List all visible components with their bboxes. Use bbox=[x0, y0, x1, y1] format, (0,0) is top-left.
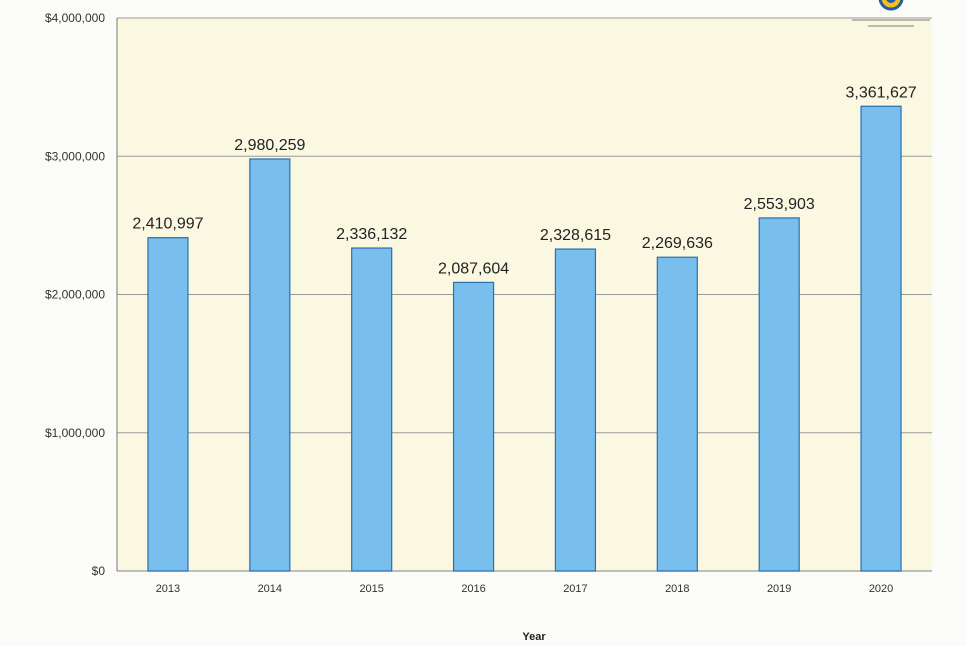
bar-2019 bbox=[758, 217, 800, 572]
data-labels: 2,410,997 2,980,259 2,336,132 2,087,604 2,32… bbox=[132, 84, 916, 277]
bar-2020 bbox=[860, 105, 902, 572]
data-label-2015: 2,336,132 bbox=[336, 226, 407, 243]
bars bbox=[147, 105, 902, 572]
bar-2018 bbox=[656, 256, 698, 572]
data-label-2016: 2,087,604 bbox=[438, 260, 509, 277]
data-label-2013: 2,410,997 bbox=[132, 216, 203, 233]
x-tick-label-2020: 2020 bbox=[869, 583, 893, 595]
y-tick-label: $4,000,000 bbox=[45, 11, 105, 25]
data-label-2018: 2,269,636 bbox=[642, 235, 713, 252]
bar-2013 bbox=[147, 237, 189, 572]
logo bbox=[848, 0, 934, 36]
bar-2015 bbox=[351, 247, 393, 572]
x-tick-label-2016: 2016 bbox=[461, 583, 485, 595]
data-label-2014: 2,980,259 bbox=[234, 137, 305, 154]
x-tick-label-2014: 2014 bbox=[258, 583, 282, 595]
seal-icon bbox=[852, 0, 930, 27]
bar-2017 bbox=[554, 248, 597, 572]
x-tick-label-2013: 2013 bbox=[156, 583, 180, 595]
bar-2016 bbox=[452, 281, 495, 572]
y-tick-label: $0 bbox=[92, 564, 106, 578]
bar-2014 bbox=[249, 158, 291, 572]
data-label-2020: 3,361,627 bbox=[845, 84, 916, 101]
y-tick-label: $1,000,000 bbox=[45, 426, 105, 440]
x-tick-label-2017: 2017 bbox=[563, 583, 587, 595]
x-tick-label-2019: 2019 bbox=[767, 583, 791, 595]
y-tick-label: $2,000,000 bbox=[45, 288, 105, 302]
x-axis: 2013 2014 2015 2016 2017 2018 2019 2020 bbox=[156, 583, 894, 595]
data-label-2019: 2,553,903 bbox=[744, 196, 815, 213]
x-tick-label-2015: 2015 bbox=[359, 583, 383, 595]
x-axis-title: Year bbox=[522, 631, 546, 643]
x-tick-label-2018: 2018 bbox=[665, 583, 689, 595]
data-label-2017: 2,328,615 bbox=[540, 227, 611, 244]
y-tick-label: $3,000,000 bbox=[45, 149, 105, 163]
y-axis: $0 $1,000,000 $2,000,000 $3,000,000 $4,000,0… bbox=[45, 11, 105, 578]
